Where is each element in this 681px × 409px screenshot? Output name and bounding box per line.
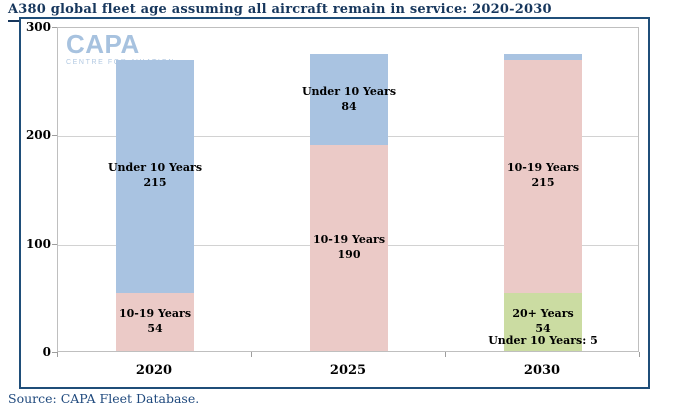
y-axis-tick-0 bbox=[52, 352, 57, 353]
bar-2020: 10-19 Years 54 Under 10 Years 215 bbox=[108, 59, 202, 351]
segment-label: 10-19 Years 54 bbox=[118, 306, 192, 335]
bar-segment-2030-under-10-years bbox=[504, 54, 582, 60]
y-axis-label-300: 300 bbox=[25, 20, 51, 34]
x-axis-label-2020: 2020 bbox=[135, 363, 173, 378]
x-axis-label-2030: 2030 bbox=[523, 363, 561, 378]
plot-area: CAPA CENTRE FOR AVIATION 10-19 Years54Un… bbox=[57, 27, 639, 352]
x-axis-tick-3 bbox=[639, 352, 640, 357]
bar-segment-2030-20-years: 20+ Years 54 bbox=[504, 292, 582, 351]
y-axis-tick-300 bbox=[52, 27, 57, 28]
x-axis-label-2025: 2025 bbox=[329, 363, 367, 378]
segment-label: 20+ Years 54 bbox=[512, 306, 574, 335]
capa-logo-text: CAPA bbox=[66, 29, 140, 59]
y-axis-tick-200 bbox=[52, 135, 57, 137]
bar-2030: 20+ Years 54 10-19 Years 215 Under 10 Years:… bbox=[488, 54, 598, 351]
y-axis-tick-100 bbox=[52, 243, 57, 245]
bar-segment-2025-under-10-years: Under 10 Years 84 bbox=[302, 54, 396, 146]
bar-segment-2030-10-19-years: 10-19 Years 215 bbox=[504, 59, 582, 293]
segment-label: 10-19 Years 215 bbox=[506, 161, 580, 190]
y-axis-label-0: 0 bbox=[42, 345, 51, 359]
bar-2025: 10-19 Years 190 Under 10 Years 84 bbox=[302, 54, 396, 351]
y-axis-label-100: 100 bbox=[25, 236, 51, 251]
source-note: Source: CAPA Fleet Database. bbox=[8, 391, 200, 406]
segment-label-outside: Under 10 Years: 5 bbox=[488, 333, 598, 347]
x-axis-tick-2 bbox=[445, 352, 446, 357]
segment-label: 10-19 Years 190 bbox=[312, 233, 386, 262]
y-axis-label-200: 200 bbox=[25, 128, 51, 143]
bar-segment-2025-10-19-years: 10-19 Years 190 bbox=[310, 145, 388, 351]
segment-label: Under 10 Years 84 bbox=[301, 84, 397, 113]
bar-segment-2020-10-19-years: 10-19 Years 54 bbox=[116, 292, 194, 351]
segment-label: Under 10 Years 215 bbox=[107, 161, 203, 190]
bar-segment-2020-under-10-years: Under 10 Years 215 bbox=[108, 59, 202, 293]
x-axis-tick-1 bbox=[251, 352, 252, 357]
x-axis-tick-0 bbox=[57, 352, 58, 357]
chart-title: A380 global fleet age assuming all aircr… bbox=[8, 2, 552, 17]
chart-frame: CAPA CENTRE FOR AVIATION 10-19 Years54Un… bbox=[19, 17, 650, 389]
